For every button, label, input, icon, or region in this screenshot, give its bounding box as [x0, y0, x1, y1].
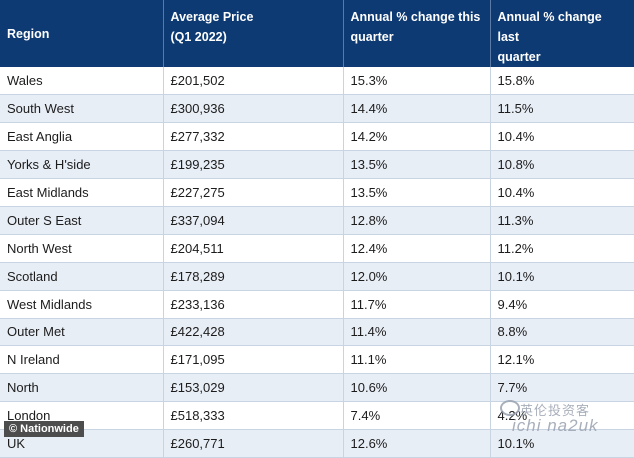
cell-region: North [0, 373, 164, 403]
cell-average-price: £178,289 [163, 262, 344, 291]
cell-change-this-quarter: 10.6% [343, 373, 491, 403]
cell-region: South West [0, 94, 164, 124]
cell-average-price: £518,333 [163, 401, 344, 431]
cell-average-price: £233,136 [163, 290, 344, 319]
cell-change-this-quarter: 11.4% [343, 318, 491, 347]
header-annual-change-last-quarter: Annual % change last quarter [490, 0, 634, 67]
table-row: East Anglia £277,332 14.2% 10.4% [0, 122, 634, 152]
header-last-quarter-label: Annual % change last quarter [497, 10, 602, 64]
cell-change-last-quarter: 15.8% [490, 67, 634, 96]
cell-change-this-quarter: 13.5% [343, 150, 491, 180]
table-row: Outer Met £422,428 11.4% 8.8% [0, 318, 634, 347]
cell-change-last-quarter: 12.1% [490, 345, 634, 375]
cell-change-last-quarter: 8.8% [490, 318, 634, 347]
header-average-price: Average Price (Q1 2022) [163, 0, 344, 67]
cell-average-price: £171,095 [163, 345, 344, 375]
cell-change-last-quarter: 7.7% [490, 373, 634, 403]
table-row: Yorks & H'side £199,235 13.5% 10.8% [0, 150, 634, 180]
cell-change-this-quarter: 12.0% [343, 262, 491, 291]
cell-average-price: £337,094 [163, 206, 344, 235]
header-row: Region Average Price (Q1 2022) Annual % c… [0, 0, 634, 67]
table-row: South West £300,936 14.4% 11.5% [0, 94, 634, 124]
cell-average-price: £201,502 [163, 67, 344, 96]
cell-change-last-quarter: 10.8% [490, 150, 634, 180]
cell-change-this-quarter: 12.4% [343, 234, 491, 263]
cell-region: East Anglia [0, 122, 164, 152]
cell-change-last-quarter: 10.4% [490, 178, 634, 207]
header-this-quarter-label: Annual % change this quarter [350, 10, 481, 44]
table-row: Outer S East £337,094 12.8% 11.3% [0, 206, 634, 235]
cell-change-last-quarter: 4.2% [490, 401, 634, 431]
cell-region: Wales [0, 67, 164, 96]
cell-average-price: £227,275 [163, 178, 344, 207]
cell-change-this-quarter: 11.1% [343, 345, 491, 375]
cell-change-this-quarter: 12.6% [343, 429, 491, 458]
cell-region: West Midlands [0, 290, 164, 319]
cell-change-last-quarter: 10.4% [490, 122, 634, 152]
cell-average-price: £153,029 [163, 373, 344, 403]
cell-change-this-quarter: 13.5% [343, 178, 491, 207]
cell-region: N Ireland [0, 345, 164, 375]
table-row: London £518,333 7.4% 4.2% [0, 401, 634, 431]
cell-average-price: £260,771 [163, 429, 344, 458]
cell-region: Outer Met [0, 318, 164, 347]
cell-average-price: £422,428 [163, 318, 344, 347]
cell-region: Scotland [0, 262, 164, 291]
table-body: Wales £201,502 15.3% 15.8% South West £300,93… [0, 67, 634, 458]
header-average-price-label: Average Price (Q1 2022) [170, 10, 254, 44]
cell-average-price: £277,332 [163, 122, 344, 152]
table-row: Scotland £178,289 12.0% 10.1% [0, 262, 634, 291]
cell-change-this-quarter: 14.2% [343, 122, 491, 152]
cell-region: North West [0, 234, 164, 263]
cell-change-last-quarter: 10.1% [490, 429, 634, 458]
cell-average-price: £204,511 [163, 234, 344, 263]
cell-change-this-quarter: 12.8% [343, 206, 491, 235]
cell-change-last-quarter: 11.5% [490, 94, 634, 124]
cell-change-last-quarter: 11.3% [490, 206, 634, 235]
table-row: N Ireland £171,095 11.1% 12.1% [0, 345, 634, 375]
cell-region: East Midlands [0, 178, 164, 207]
cell-change-this-quarter: 14.4% [343, 94, 491, 124]
cell-change-this-quarter: 11.7% [343, 290, 491, 319]
cell-change-last-quarter: 10.1% [490, 262, 634, 291]
cell-region: Outer S East [0, 206, 164, 235]
source-credit: © Nationwide [4, 421, 84, 437]
cell-change-this-quarter: 15.3% [343, 67, 491, 96]
header-annual-change-this-quarter: Annual % change this quarter [343, 0, 491, 67]
table-row: West Midlands £233,136 11.7% 9.4% [0, 290, 634, 319]
table-row: North West £204,511 12.4% 11.2% [0, 234, 634, 263]
table-row: Wales £201,502 15.3% 15.8% [0, 67, 634, 96]
cell-average-price: £300,936 [163, 94, 344, 124]
cell-region: Yorks & H'side [0, 150, 164, 180]
table-row: North £153,029 10.6% 7.7% [0, 373, 634, 403]
cell-change-last-quarter: 11.2% [490, 234, 634, 263]
table-row: East Midlands £227,275 13.5% 10.4% [0, 178, 634, 207]
header-region: Region [0, 0, 164, 67]
table-row: UK £260,771 12.6% 10.1% [0, 429, 634, 458]
cell-average-price: £199,235 [163, 150, 344, 180]
cell-change-last-quarter: 9.4% [490, 290, 634, 319]
cell-change-this-quarter: 7.4% [343, 401, 491, 431]
